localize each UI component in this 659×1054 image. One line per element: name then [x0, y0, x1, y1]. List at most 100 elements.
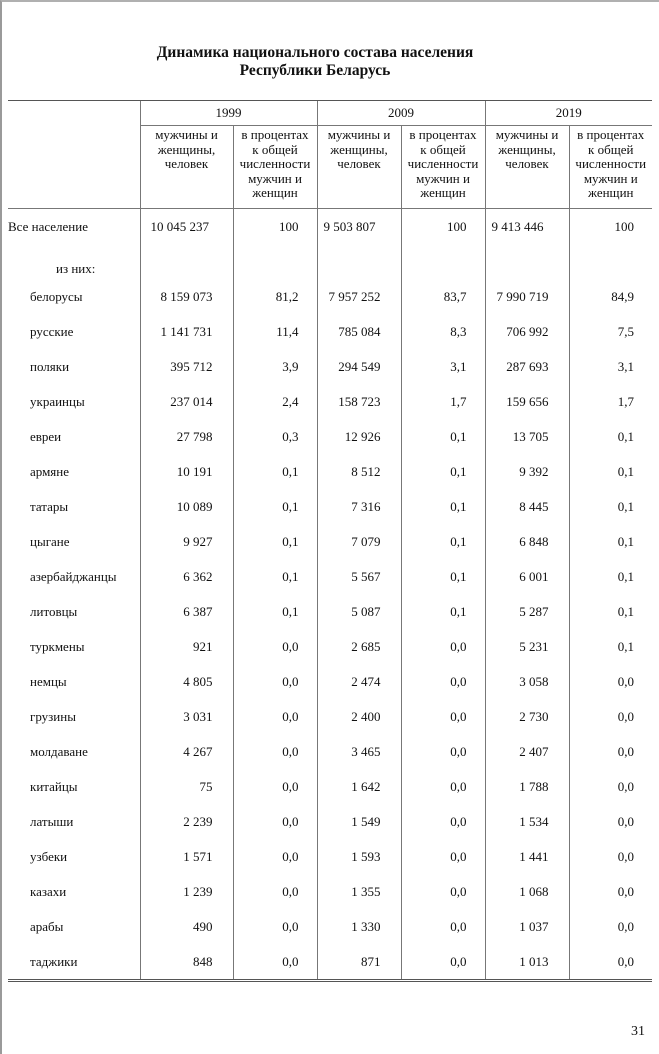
table-row: арабы 490 0,0 1 330 0,0 1 037 0,0 [8, 909, 652, 944]
percent-cell: 0,0 [568, 734, 652, 769]
percent-cell: 0,0 [400, 839, 485, 874]
count-cell: 2 239 [139, 804, 233, 839]
count-cell: 2 685 [316, 629, 401, 664]
percent-cell: 0,1 [568, 419, 652, 454]
percent-cell: 7,5 [568, 314, 652, 349]
count-cell: 75 [139, 769, 233, 804]
subheader-percent: в процентах к общей численности мужчин и жен… [232, 125, 317, 209]
percent-cell: 11,4 [232, 314, 317, 349]
subheader-line: в процентах [241, 127, 309, 142]
page-title: Динамика национального состава населения… [0, 44, 630, 80]
percent-cell [400, 244, 485, 279]
count-cell: 8 159 073 [139, 279, 233, 314]
percent-cell: 100 [400, 208, 485, 244]
count-cell: 9 927 [139, 524, 233, 559]
population-table: 1999 2009 2019 мужчины и женщины, человек в… [8, 100, 652, 982]
row-label: украинцы [30, 393, 85, 409]
subheader-line: к общей [252, 141, 298, 157]
percent-cell: 83,7 [400, 279, 485, 314]
count-cell: 7 990 719 [484, 279, 569, 314]
table-row: казахи 1 239 0,0 1 355 0,0 1 068 0,0 [8, 874, 652, 909]
count-cell: 848 [139, 944, 233, 982]
count-cell: 6 001 [484, 559, 569, 594]
table-row: таджики 848 0,0 871 0,0 1 013 0,0 [8, 944, 652, 982]
row-label: русские [30, 323, 74, 339]
table-row: цыгане 9 927 0,1 7 079 0,1 6 848 0,1 [8, 524, 652, 559]
count-cell: 9 413 446 [484, 208, 569, 244]
count-cell: 1 037 [484, 909, 569, 944]
row-label: азербайджанцы [30, 568, 117, 584]
percent-cell: 0,0 [568, 699, 652, 734]
percent-cell: 0,0 [232, 944, 317, 982]
row-label: таджики [8, 944, 140, 982]
table-row: азербайджанцы 6 362 0,1 5 567 0,1 6 001 0,1 [8, 559, 652, 594]
count-cell: 287 693 [484, 349, 569, 384]
subheader-line: к общей [588, 141, 634, 157]
percent-cell: 0,0 [232, 664, 317, 699]
subheader-line: мужчин и [248, 170, 302, 186]
subheader-line: к общей [420, 141, 466, 157]
count-cell: 2 730 [484, 699, 569, 734]
percent-cell: 81,2 [232, 279, 317, 314]
count-cell: 5 567 [316, 559, 401, 594]
percent-cell: 100 [232, 208, 317, 244]
count-cell: 6 362 [139, 559, 233, 594]
row-label: казахи [30, 883, 67, 899]
count-cell: 294 549 [316, 349, 401, 384]
row-label: латыши [30, 813, 74, 829]
table-row: туркмены 921 0,0 2 685 0,0 5 231 0,1 [8, 629, 652, 664]
percent-cell: 0,0 [568, 874, 652, 909]
subheader-line: женщины, [498, 141, 556, 157]
percent-cell: 0,0 [232, 839, 317, 874]
count-cell: 2 400 [316, 699, 401, 734]
row-label: евреи [30, 428, 62, 444]
subheader-percent: в процентах к общей численности мужчин и жен… [568, 125, 652, 209]
percent-cell: 0,0 [232, 699, 317, 734]
percent-cell: 0,0 [400, 734, 485, 769]
percent-cell: 3,1 [568, 349, 652, 384]
count-cell: 10 045 237 [139, 208, 233, 244]
percent-cell: 0,1 [400, 454, 485, 489]
percent-cell: 0,0 [400, 804, 485, 839]
row-label: цыгане [30, 533, 70, 549]
percent-cell: 0,0 [232, 804, 317, 839]
count-cell: 10 191 [139, 454, 233, 489]
table-row: узбеки 1 571 0,0 1 593 0,0 1 441 0,0 [8, 839, 652, 874]
percent-cell: 0,1 [568, 454, 652, 489]
count-cell: 9 392 [484, 454, 569, 489]
count-cell: 1 593 [316, 839, 401, 874]
percent-cell: 0,0 [568, 839, 652, 874]
subheader-line: человек [164, 156, 209, 171]
percent-cell [568, 244, 652, 279]
count-cell: 1 330 [316, 909, 401, 944]
subheader-count: мужчины и женщины, человек [484, 125, 569, 209]
subheader-line: мужчины и [327, 127, 391, 142]
table-row: китайцы 75 0,0 1 642 0,0 1 788 0,0 [8, 769, 652, 804]
table-row: армяне 10 191 0,1 8 512 0,1 9 392 0,1 [8, 454, 652, 489]
subheader-count: мужчины и женщины, человек [316, 125, 401, 209]
percent-cell: 2,4 [232, 384, 317, 419]
count-cell: 785 084 [316, 314, 401, 349]
count-cell: 706 992 [484, 314, 569, 349]
row-label: из них: [56, 261, 96, 276]
subheader-line: численности [407, 156, 479, 171]
subheader-line: женщин [588, 185, 634, 200]
subheader-line: человек [337, 156, 381, 171]
percent-cell: 84,9 [568, 279, 652, 314]
percent-cell: 8,3 [400, 314, 485, 349]
count-cell: 1 355 [316, 874, 401, 909]
count-cell: 1 571 [139, 839, 233, 874]
percent-cell: 0,0 [400, 664, 485, 699]
count-cell: 1 788 [484, 769, 569, 804]
row-label: литовцы [30, 603, 78, 619]
count-cell: 5 231 [484, 629, 569, 664]
row-label: Все население [8, 218, 88, 234]
percent-cell: 0,0 [568, 769, 652, 804]
row-label: армяне [30, 463, 70, 479]
count-cell: 3 031 [139, 699, 233, 734]
table-row: русские 1 141 731 11,4 785 084 8,3 706 992 7,5 [8, 314, 652, 349]
table-row: украинцы 237 014 2,4 158 723 1,7 159 656 1,7 [8, 384, 652, 419]
count-cell: 7 957 252 [316, 279, 401, 314]
row-label: узбеки [30, 848, 68, 864]
